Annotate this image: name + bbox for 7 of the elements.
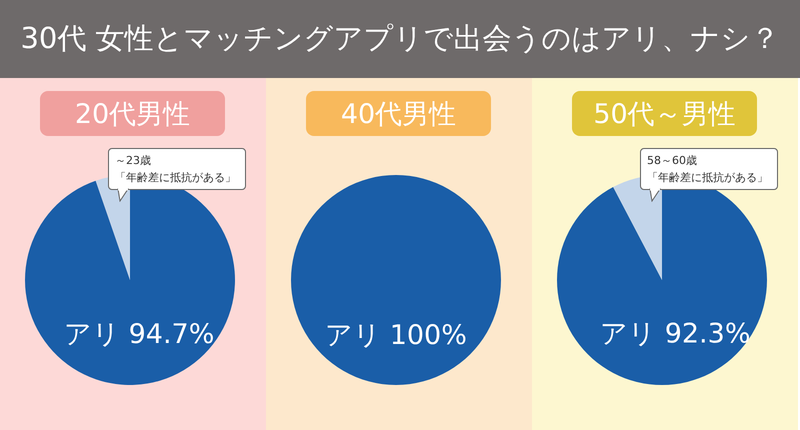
- slice-label: アリ 92.3%: [600, 318, 750, 350]
- chart-title: 40代男性: [306, 91, 491, 136]
- text: 30代 女性とマッチングアプリで出会うのはアリ、ナシ？: [20, 20, 780, 57]
- chart-title: 20代男性: [40, 91, 225, 136]
- chart-title: 50代～男性: [572, 91, 757, 136]
- slice-label: アリ 94.7%: [64, 319, 214, 350]
- slice-label: アリ 100%: [325, 320, 467, 351]
